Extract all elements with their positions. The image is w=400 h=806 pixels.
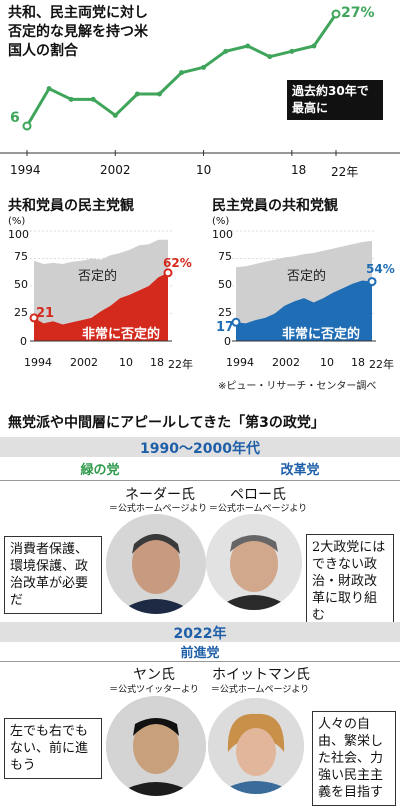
perot-photo — [206, 514, 302, 610]
chart1-point — [46, 86, 52, 92]
green-party-label: 緑の党 — [80, 463, 120, 478]
chart2-ylabel: (%) — [8, 216, 26, 227]
person-perot-caption: ＝公式ホームページより — [208, 504, 308, 514]
nader-photo — [106, 514, 206, 614]
chart3-ytick-0: 0 — [224, 335, 231, 348]
section-title: 無党派や中間層にアピールしてきた「第3の政党」 — [8, 415, 325, 431]
chart1-tick-18: 18 — [291, 163, 307, 177]
chart2-ytick-75: 75 — [14, 250, 28, 263]
source-note: ※ピュー・リサーチ・センター調べ — [218, 381, 377, 392]
era2-band — [0, 622, 400, 642]
chart3-legend-very-negative: 非常に否定的 — [282, 327, 361, 342]
chart1-point — [223, 48, 229, 54]
chart1-point — [90, 96, 96, 102]
chart2-xtick-22: 22年 — [168, 358, 193, 371]
chart3-xtick-1994: 1994 — [226, 356, 254, 369]
chart1-point — [245, 43, 251, 49]
chart2-end-label: 62% — [163, 256, 192, 270]
perot-quote-box: 2大政党にはできない政治・財政改革に取り組む — [306, 534, 394, 629]
chart2-legend-very-negative: 非常に否定的 — [82, 327, 161, 342]
chart1-point — [331, 9, 341, 19]
chart3-legend-negative: 否定的 — [287, 269, 327, 284]
person-yang-name: ヤン氏 — [133, 667, 175, 683]
chart2-start-label: 21 — [36, 306, 55, 321]
chart1-point — [311, 43, 317, 49]
chart2-xtick-2002: 2002 — [70, 356, 98, 369]
chart1-point — [289, 48, 295, 54]
chart1-point — [68, 96, 74, 102]
chart1-point — [112, 112, 118, 118]
chart3-ytick-100: 100 — [212, 228, 233, 241]
chart3-title: 民主党員の共和党観 — [212, 198, 338, 214]
chart1-line-chart — [0, 9, 400, 156]
chart3-start-label: 17 — [216, 320, 235, 335]
nader-quote-box: 消費者保護、環境保護、政治改革が必要だ — [4, 536, 102, 614]
person-perot-name: ペロー氏 — [230, 487, 286, 503]
chart1-start-label: 6 — [10, 110, 20, 126]
chart2-xtick-10: 10 — [119, 356, 133, 369]
chart1-point — [179, 70, 184, 76]
chart3-xtick-2002: 2002 — [272, 356, 300, 369]
whitman-photo — [208, 698, 304, 794]
era1-band — [0, 437, 400, 457]
chart2-ytick-50: 50 — [14, 278, 28, 291]
forward-party-label: 前進党 — [180, 646, 220, 661]
chart1-tick-22: 22年 — [331, 165, 359, 179]
yang-photo — [106, 696, 206, 796]
chart2-ytick-100: 100 — [8, 228, 29, 241]
chart1-point — [267, 54, 273, 60]
chart1-point — [201, 64, 207, 70]
chart3-endpoint — [367, 277, 377, 287]
whitman-quote-box: 人々の自由、繁栄した社会、力強い民主主義を目指す — [312, 711, 396, 806]
yang-quote-box: 左でも右でもない、前に進もう — [4, 718, 102, 779]
chart1-title: 共和、民主両党に対し否定的な見解を持つ米国人の割合 — [8, 5, 148, 59]
chart3-xtick-18: 18 — [351, 356, 365, 369]
chart1-end-label: 27% — [341, 5, 375, 21]
person-yang-caption: ＝公式ツイッターより — [109, 685, 199, 695]
chart3-area-chart — [231, 230, 377, 342]
chart3-xtick-22: 22年 — [369, 358, 394, 371]
chart2-area-very-negative — [34, 272, 168, 341]
chart2-ytick-0: 0 — [20, 335, 27, 348]
chart3-ytick-75: 75 — [218, 250, 232, 263]
chart1-point — [134, 91, 140, 97]
era1-divider — [0, 480, 400, 481]
chart2-xtick-1994: 1994 — [24, 356, 52, 369]
chart1-tick-2002: 2002 — [100, 163, 131, 177]
chart3-ylabel: (%) — [212, 216, 230, 227]
person-whitman-name: ホイットマン氏 — [212, 667, 310, 683]
reform-party-label: 改革党 — [280, 463, 320, 478]
chart2-area-chart — [29, 230, 173, 342]
chart1-tick-10: 10 — [196, 163, 212, 177]
era2-label: 2022年 — [173, 626, 227, 642]
chart3-end-label: 54% — [366, 262, 395, 276]
chart3-ytick-25: 25 — [218, 306, 232, 319]
chart2-ytick-25: 25 — [14, 306, 28, 319]
era1-label: 1990〜2000年代 — [140, 441, 260, 457]
chart2-legend-negative: 否定的 — [78, 269, 118, 284]
chart2-xtick-18: 18 — [150, 356, 164, 369]
chart1-tick-1994: 1994 — [10, 163, 41, 177]
chart2-endpoint — [29, 313, 39, 323]
person-nader-name: ネーダー氏 — [125, 487, 195, 503]
chart2-title: 共和党員の民主党観 — [8, 198, 134, 214]
chart3-xtick-10: 10 — [320, 356, 334, 369]
person-whitman-caption: ＝公式ホームページより — [210, 685, 310, 695]
chart3-endpoint — [231, 317, 241, 327]
chart1-point — [22, 121, 32, 131]
chart1-annotation: 過去約30年で最高に — [287, 80, 383, 120]
chart1-point — [156, 91, 162, 97]
chart3-area-very-negative — [236, 280, 372, 341]
person-nader-caption: ＝公式ホームページより — [108, 504, 208, 514]
chart3-ytick-50: 50 — [218, 278, 232, 291]
era2-divider — [0, 661, 400, 662]
chart2-endpoint — [163, 268, 173, 278]
